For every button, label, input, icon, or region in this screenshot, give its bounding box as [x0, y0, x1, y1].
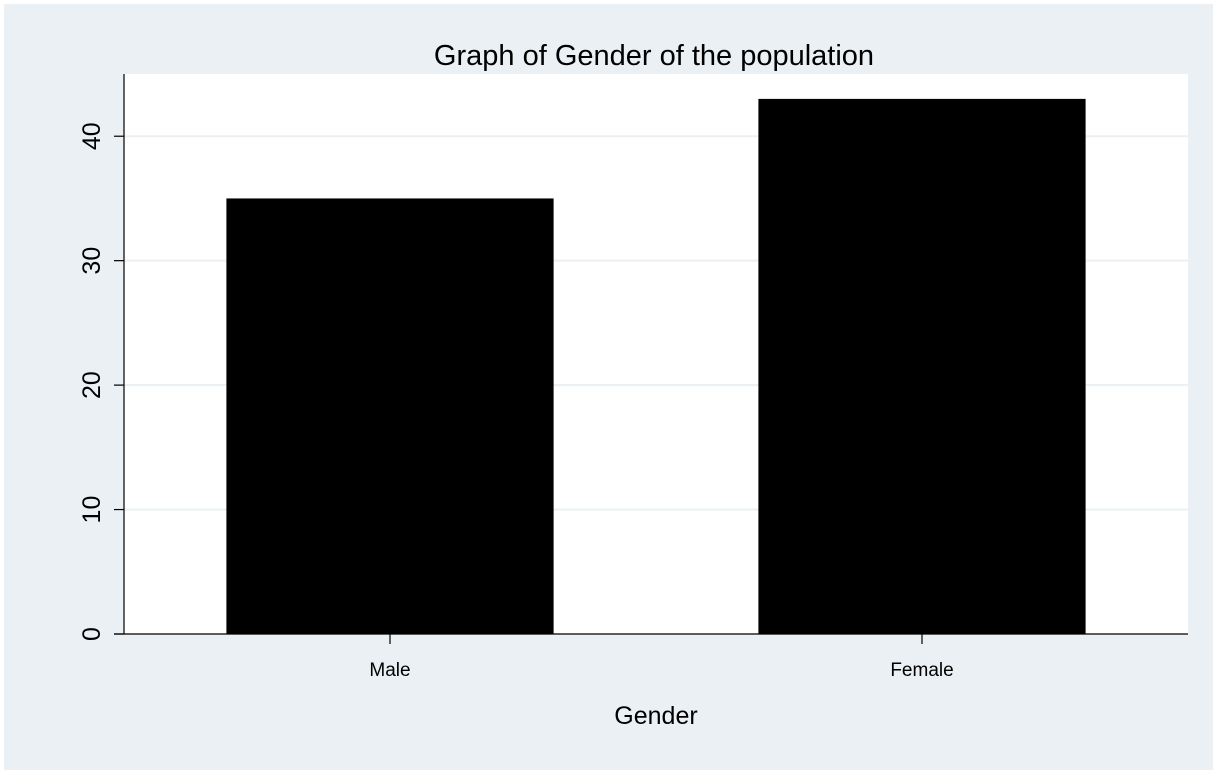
y-tick-label: 40	[78, 122, 106, 150]
y-tick-label: 0	[78, 627, 106, 641]
bar-female	[758, 98, 1086, 634]
axes	[114, 74, 1188, 635]
y-tick-label: 10	[78, 496, 106, 524]
x-ticks: Male Female	[369, 634, 954, 681]
chart-title: Graph of Gender of the population	[434, 40, 874, 72]
y-ticks: 0 10 20 30 40	[78, 122, 124, 641]
x-tick-label: Female	[890, 660, 953, 681]
x-axis-label: Gender	[614, 702, 697, 730]
x-tick-label: Male	[369, 660, 410, 681]
y-tick-label: 20	[78, 371, 106, 399]
y-tick-label: 30	[78, 247, 106, 275]
bar-male	[226, 198, 554, 634]
bars	[226, 98, 1086, 634]
